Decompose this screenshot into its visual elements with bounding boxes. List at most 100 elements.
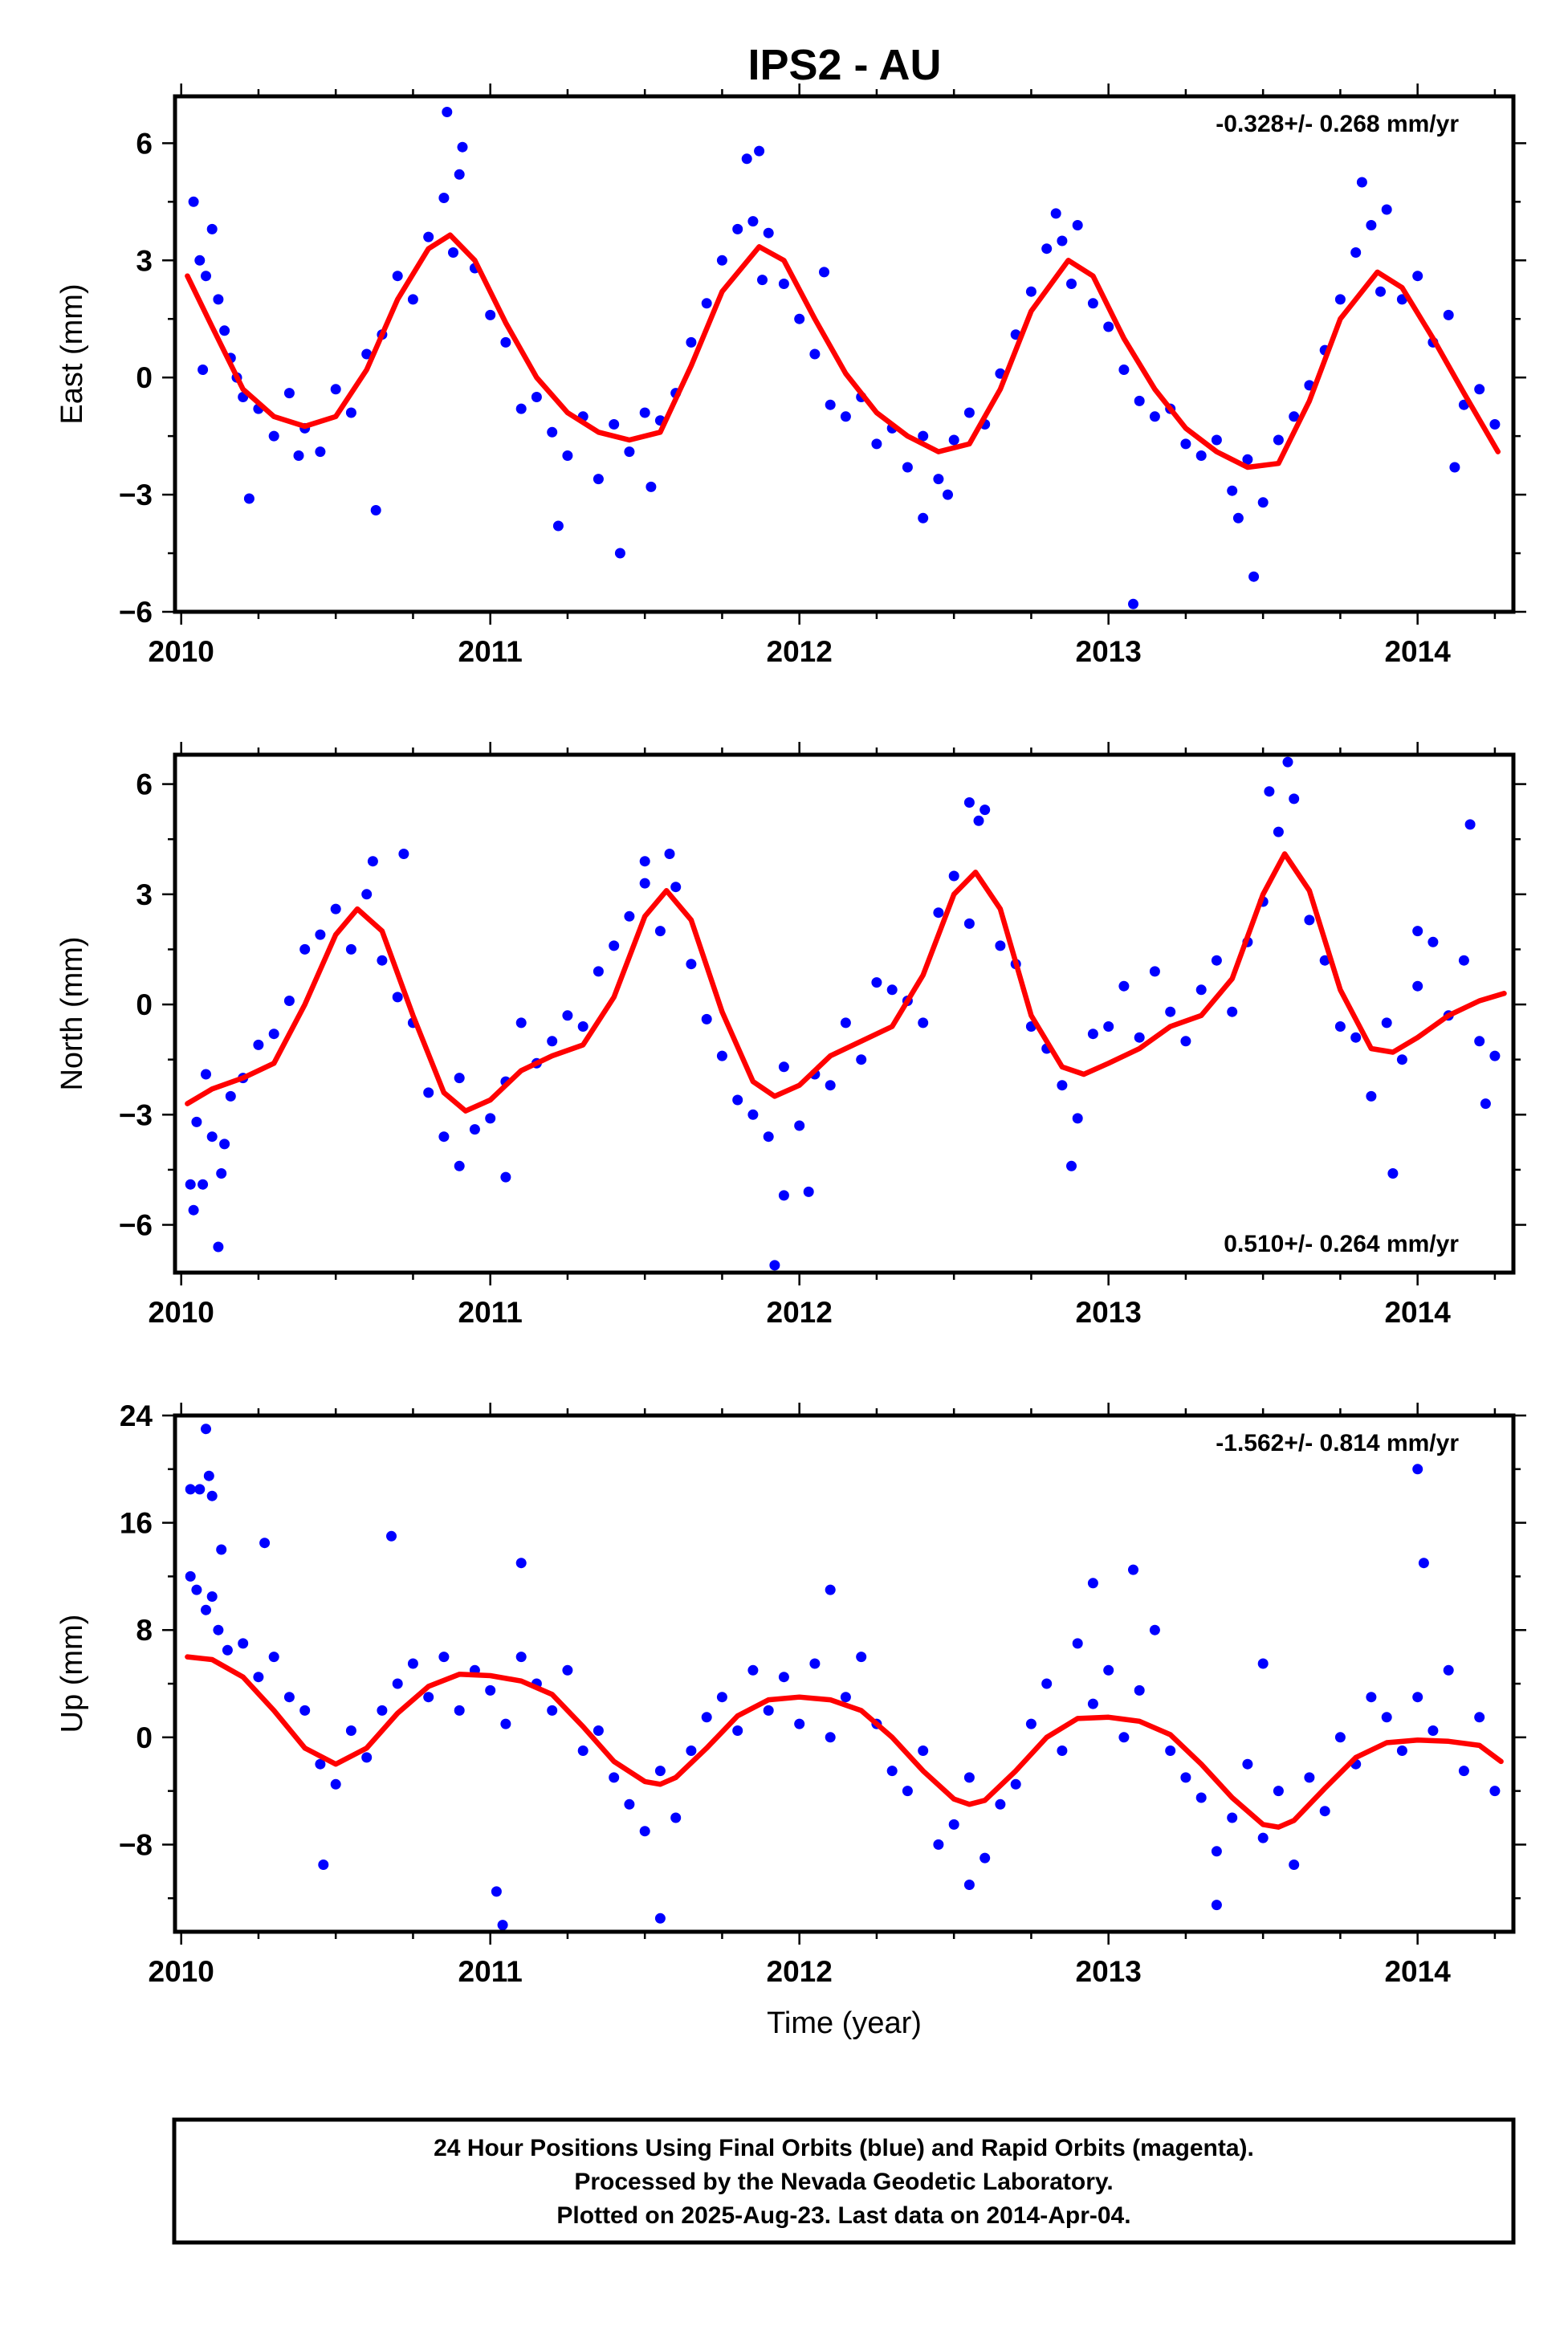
data-point <box>1449 462 1460 473</box>
data-point <box>757 275 768 286</box>
data-point <box>763 227 774 238</box>
data-point <box>1289 793 1300 805</box>
data-point <box>1356 177 1367 188</box>
data-point <box>1273 1786 1284 1797</box>
data-point <box>1474 1036 1485 1047</box>
data-point <box>794 1120 805 1131</box>
y-tick-label: −6 <box>119 1209 153 1242</box>
data-point <box>819 267 829 278</box>
x-tick-label: 2011 <box>458 635 523 668</box>
data-point <box>407 1658 418 1669</box>
data-point <box>1128 598 1138 609</box>
data-point <box>1375 286 1386 297</box>
data-point <box>871 438 882 450</box>
data-point <box>1057 235 1068 246</box>
data-point <box>457 141 468 153</box>
data-point <box>609 1772 620 1783</box>
data-point <box>442 107 453 117</box>
data-point <box>943 489 953 500</box>
data-point <box>902 462 913 473</box>
data-point <box>283 388 295 399</box>
data-point <box>1427 936 1439 947</box>
data-point <box>243 493 255 504</box>
data-point <box>500 336 511 348</box>
data-point <box>438 1131 450 1143</box>
data-point <box>500 1171 511 1183</box>
data-point <box>485 1113 496 1124</box>
data-point <box>973 815 984 826</box>
data-point <box>1396 1745 1407 1756</box>
data-point <box>206 1131 218 1143</box>
rate-annotation: -1.562+/- 0.814 mm/yr <box>1216 1430 1459 1456</box>
data-point <box>794 313 805 324</box>
y-tick-label: 6 <box>136 768 153 801</box>
data-point <box>1180 438 1191 450</box>
data-point <box>515 1652 527 1663</box>
data-point <box>1227 1812 1238 1823</box>
data-point <box>639 1826 650 1837</box>
data-point <box>593 966 604 977</box>
data-point <box>747 1109 759 1120</box>
data-point <box>1458 955 1469 966</box>
data-point <box>1242 1758 1253 1770</box>
data-point <box>840 411 851 422</box>
data-point <box>213 1624 224 1635</box>
data-point <box>933 907 944 919</box>
data-point <box>562 1010 573 1021</box>
data-point <box>1489 1050 1501 1061</box>
data-point <box>515 403 527 414</box>
data-point <box>361 1752 373 1763</box>
data-point <box>769 1260 780 1271</box>
caption-line-1: 24 Hour Positions Using Final Orbits (bl… <box>434 2135 1254 2161</box>
data-point <box>438 1652 450 1663</box>
data-point <box>1149 411 1160 422</box>
data-point <box>1273 826 1284 837</box>
rate-annotation: -0.328+/- 0.268 mm/yr <box>1216 111 1459 137</box>
data-point <box>979 1852 991 1864</box>
data-point <box>1211 1846 1222 1857</box>
data-point <box>201 1424 211 1435</box>
east-points <box>188 107 1501 609</box>
data-point <box>1066 1160 1077 1171</box>
data-point <box>1165 1006 1176 1017</box>
data-point <box>1118 1732 1130 1743</box>
data-point <box>825 1080 836 1091</box>
data-point <box>886 1766 898 1777</box>
data-point <box>1232 512 1244 523</box>
x-tick-label: 2012 <box>767 635 833 668</box>
x-tick-label: 2010 <box>149 1296 214 1329</box>
data-point <box>315 929 326 940</box>
data-point <box>778 1672 789 1683</box>
data-point <box>933 474 944 485</box>
data-point <box>454 1705 465 1716</box>
data-point <box>423 231 434 242</box>
data-point <box>1396 1054 1407 1065</box>
data-point <box>201 1069 211 1080</box>
data-point <box>216 1168 227 1179</box>
data-point <box>185 1484 196 1495</box>
data-point <box>654 1766 666 1777</box>
data-point <box>1366 1090 1377 1102</box>
data-point <box>701 298 712 309</box>
y-tick-label: 24 <box>120 1399 153 1432</box>
data-point <box>1103 1021 1114 1032</box>
data-point <box>1087 1698 1098 1709</box>
data-point <box>732 1725 743 1736</box>
east-frame <box>173 94 1516 614</box>
data-point <box>995 940 1006 951</box>
data-point <box>398 849 409 859</box>
data-point <box>918 1017 929 1029</box>
data-point <box>222 1644 233 1656</box>
data-point <box>497 1920 508 1931</box>
north-panel: 2010 2011 2012 2013 2014 −6 −3 0 3 6 North (mm) 0.5… <box>55 742 1526 1329</box>
data-point <box>609 419 620 430</box>
data-point <box>593 1725 604 1736</box>
data-point <box>315 1758 326 1770</box>
data-point <box>1443 309 1454 320</box>
data-point <box>1264 786 1275 797</box>
data-point <box>624 910 635 922</box>
data-point <box>1072 1638 1083 1649</box>
data-point <box>1248 571 1260 582</box>
data-point <box>624 446 635 458</box>
data-point <box>1195 1792 1207 1803</box>
